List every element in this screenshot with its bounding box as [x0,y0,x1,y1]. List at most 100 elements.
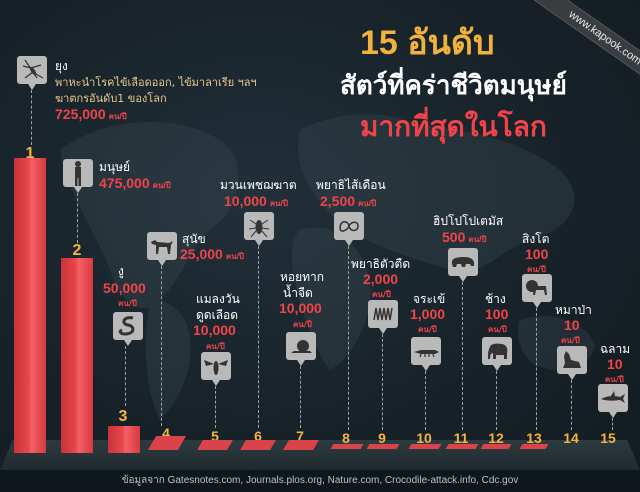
rank-number: 10 [416,430,432,446]
mosquito-icon [17,56,47,90]
animal-description: พาหะนำโรคไข้เลือดออก, ไข้มาลาเรีย ฯลฯ [55,76,257,89]
death-count: 1,000 [410,306,446,322]
animal-name: พยาธิตัวตืด [351,257,411,271]
leader-line [425,371,426,430]
bar-rank-3 [108,426,140,453]
bar-rank-9 [366,444,400,449]
death-count: 475,000 คน/ปี [99,175,171,191]
leader-line [571,380,572,430]
animal-name: จระเข้ [413,292,446,306]
snake-icon [113,312,143,346]
leader-line [258,246,259,428]
assassin-bug-icon [244,212,274,246]
animal-name: มวนเพชฌฆาต [220,178,297,192]
source-credits: ข้อมูลจาก Gatesnotes.com, Journals.plos.… [0,470,640,492]
animal-name: มนุษย์ [99,160,131,174]
leader-line [348,246,349,430]
wolf-icon [557,346,587,380]
death-count: 10,000 คน/ปี [224,193,288,209]
tapeworm-icon [368,300,398,334]
title-line-2: สัตว์ที่คร่าชีวิตมนุษย์ [340,71,567,101]
death-count: 2,000 [363,271,399,287]
rank-number: 5 [211,428,219,444]
rank-number: 9 [378,430,386,446]
unit-label: คน/ปี [488,325,507,334]
animal-name: ช้าง [485,292,506,306]
animal-name: แมลงวัน [196,292,240,306]
crocodile-icon [411,337,441,371]
death-count: 10,000 [279,300,322,316]
death-count: 725,000 คน/ปี [55,106,127,122]
rank-number: 8 [342,430,350,446]
animal-name: ฮิปโปโปเตมัส [433,214,504,228]
leader-line [125,346,126,406]
leader-line [300,366,301,428]
bar-rank-7 [283,440,319,450]
death-count: 100 [525,246,549,262]
bar-rank-2 [61,258,93,453]
death-count: 10,000 [193,322,236,338]
rank-number: 1 [25,145,35,162]
unit-label: คน/ปี [605,375,624,384]
animal-name: พยาธิไส้เดือน [316,178,386,192]
unit-label: คน/ปี [418,325,437,334]
animal-name: หมาป่า [555,303,592,317]
title-line-1: 15 อันดับ [360,24,495,62]
bar-rank-6 [240,440,276,450]
rank-number: 15 [600,430,616,446]
bar-rank-1 [14,158,46,453]
rank-number: 11 [453,430,469,446]
animal-name: ฉลาม [600,342,631,356]
rank-number: 4 [162,425,170,441]
leader-line [612,418,613,430]
tsetse-fly-icon [201,352,231,386]
rank-number: 2 [72,242,82,259]
leader-line [161,266,162,426]
rank-number: 7 [296,428,304,444]
leader-line [536,308,537,430]
rank-number: 12 [488,430,504,446]
shark-icon [598,384,628,418]
elephant-icon [482,337,512,371]
death-count: 500 คน/ปี [442,229,487,245]
animal-name: หอยทาก [280,270,325,284]
leader-line [462,282,463,430]
human-icon [63,159,93,193]
roundworm-icon [334,212,364,246]
rank-number: 14 [563,430,579,446]
animal-name: ดูดเลือด [196,308,239,322]
rank-number: 3 [118,408,128,425]
bar-rank-13 [519,444,549,449]
bar-rank-5 [197,440,233,450]
bar-rank-12 [480,444,512,449]
death-count: 100 [485,306,509,322]
leader-line [215,386,216,428]
leader-line [496,371,497,430]
animal-name: ยุง [55,59,68,73]
death-count: 25,000 คน/ปี [180,246,244,262]
animal-name: น้ำจืด [283,286,313,300]
snail-icon [286,332,316,366]
unit-label: คน/ปี [206,342,225,351]
death-count: 50,000 [103,280,146,296]
rank-number: 6 [254,428,262,444]
unit-label: คน/ปี [527,265,546,274]
leader-line [77,193,78,243]
bar-rank-10 [408,444,442,449]
dog-icon [147,232,177,266]
unit-label: คน/ปี [118,299,137,308]
animal-name: งู [118,264,124,278]
animal-description: ฆาตกรอันดับ1 ของโลก [55,92,167,105]
title-line-3: มากที่สุดในโลก [360,110,547,143]
rank-number: 13 [526,430,542,446]
animal-name: สิงโต [522,232,550,246]
leader-line [382,334,383,430]
hippo-icon [448,248,478,282]
bar-rank-11 [445,444,479,449]
animal-name: สุนัข [182,232,206,246]
unit-label: คน/ปี [293,320,312,329]
lion-icon [522,274,552,308]
death-count: 10 [607,356,623,372]
bar-rank-8 [330,444,364,449]
